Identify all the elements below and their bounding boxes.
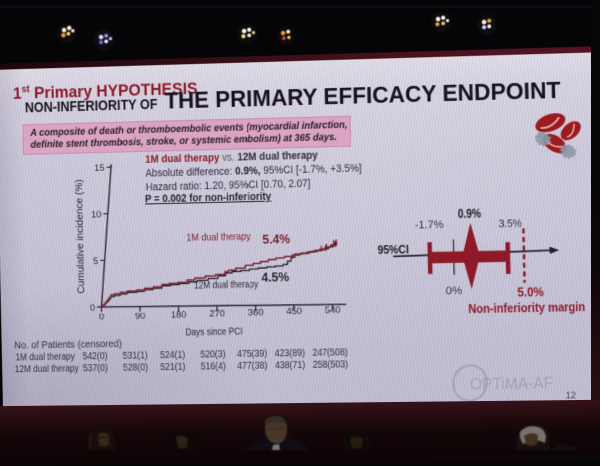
- svg-text:Non-inferiority margin: Non-inferiority margin: [468, 300, 585, 316]
- svg-text:5: 5: [93, 255, 98, 266]
- svg-text:5.4%: 5.4%: [262, 231, 291, 247]
- svg-text:5.0%: 5.0%: [517, 285, 544, 300]
- svg-text:90: 90: [135, 309, 146, 320]
- svg-text:OPTiMA-AF: OPTiMA-AF: [470, 373, 554, 394]
- svg-text:3.5%: 3.5%: [498, 217, 522, 230]
- svg-text:0: 0: [99, 311, 104, 322]
- svg-text:Cumulative incidence (%): Cumulative incidence (%): [74, 179, 87, 294]
- svg-text:360: 360: [248, 306, 264, 317]
- svg-text:4.5%: 4.5%: [261, 269, 290, 285]
- svg-text:10: 10: [91, 208, 102, 219]
- svg-text:0: 0: [90, 301, 95, 312]
- svg-text:15: 15: [94, 162, 105, 173]
- svg-text:95%CI: 95%CI: [377, 242, 408, 257]
- svg-text:0%: 0%: [445, 285, 462, 297]
- svg-text:270: 270: [209, 307, 225, 318]
- svg-text:180: 180: [171, 308, 187, 319]
- svg-text:1M dual therapy: 1M dual therapy: [186, 232, 251, 244]
- svg-text:540: 540: [325, 304, 341, 315]
- svg-text:0.9%: 0.9%: [458, 206, 482, 221]
- svg-text:12M dual therapy: 12M dual therapy: [194, 279, 259, 291]
- svg-text:-1.7%: -1.7%: [415, 219, 444, 232]
- svg-text:Days since PCI: Days since PCI: [185, 327, 243, 339]
- svg-text:450: 450: [286, 305, 302, 316]
